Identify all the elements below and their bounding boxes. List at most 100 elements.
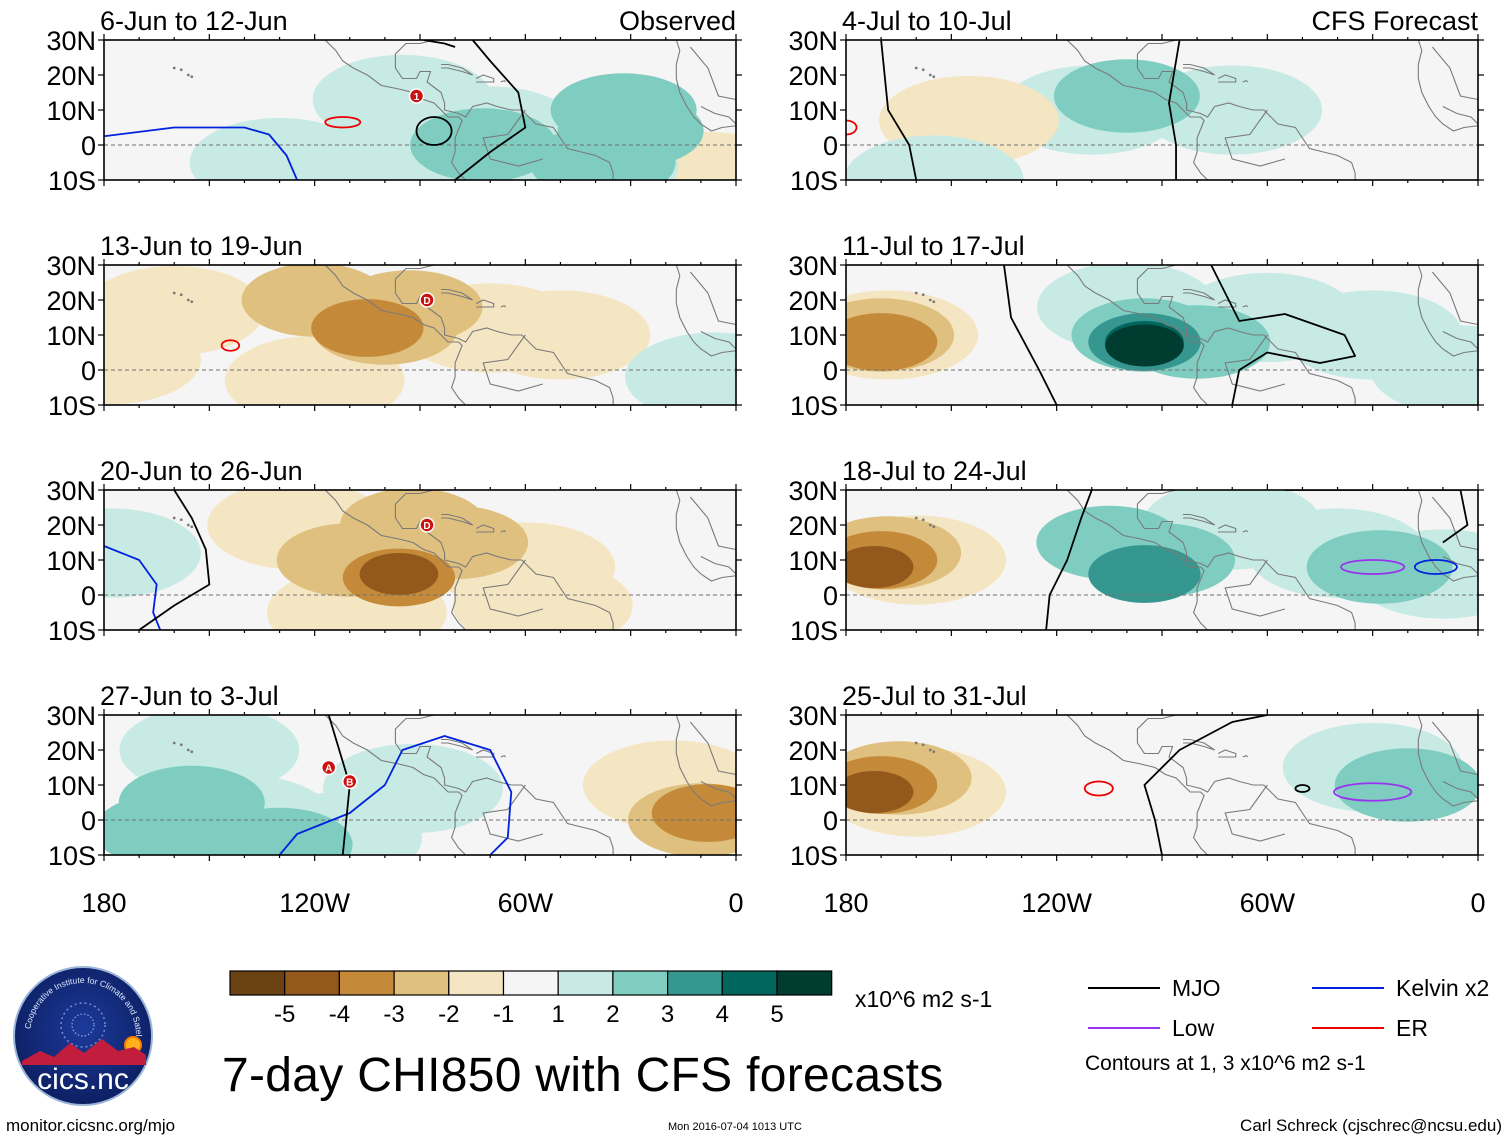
island bbox=[190, 300, 194, 304]
coastline bbox=[475, 299, 495, 308]
coastline bbox=[1242, 304, 1249, 308]
coastline bbox=[1431, 496, 1478, 551]
panel-period: 6-Jun to 12-Jun bbox=[100, 6, 288, 36]
anomaly-region bbox=[323, 743, 503, 834]
er-contour bbox=[220, 339, 241, 352]
coastline bbox=[324, 40, 467, 180]
anomaly-region bbox=[1306, 530, 1453, 604]
coastline bbox=[1431, 271, 1478, 326]
island bbox=[172, 516, 176, 520]
contours bbox=[1045, 490, 1469, 630]
island bbox=[932, 525, 936, 529]
lat-tick-label: 10N bbox=[788, 96, 838, 126]
coastline bbox=[1417, 715, 1478, 807]
anomaly-field bbox=[104, 715, 736, 855]
coastlines bbox=[172, 265, 736, 405]
colorbar-tick-label: 5 bbox=[770, 1001, 783, 1028]
lon-tick-label: 60W bbox=[1240, 888, 1296, 918]
island bbox=[932, 75, 936, 79]
legend-mjo: MJO bbox=[1088, 975, 1221, 1001]
mjo-contour bbox=[415, 116, 453, 146]
island bbox=[186, 748, 190, 752]
contour-note: Contours at 1, 3 x10^6 m2 s-1 bbox=[1085, 1052, 1366, 1075]
coastline bbox=[675, 40, 736, 132]
island bbox=[932, 750, 936, 754]
panel-ticks bbox=[98, 34, 742, 186]
colorbar-tick-label: -1 bbox=[493, 1001, 514, 1028]
lon-tick-label: 180 bbox=[823, 888, 868, 918]
lat-tick-label: 30N bbox=[46, 476, 96, 506]
contours bbox=[1003, 265, 1357, 405]
panel-period: 18-Jul to 24-Jul bbox=[842, 456, 1027, 486]
lat-tick-label: 10N bbox=[788, 546, 838, 576]
coastline bbox=[441, 288, 473, 301]
contours bbox=[104, 490, 211, 630]
panel-period: 20-Jun to 26-Jun bbox=[100, 456, 303, 486]
mjo-contour bbox=[138, 490, 211, 630]
island bbox=[914, 66, 918, 70]
mjo-contour bbox=[1210, 265, 1357, 405]
colorbar-tick-label: 1 bbox=[552, 1001, 565, 1028]
colorbar-tick-label: -5 bbox=[274, 1001, 295, 1028]
legend-low: Low bbox=[1088, 1015, 1215, 1041]
coastline bbox=[394, 715, 614, 855]
coastline bbox=[1242, 529, 1249, 533]
island bbox=[921, 518, 925, 522]
coastline bbox=[1136, 40, 1356, 180]
coastline bbox=[689, 721, 736, 776]
island bbox=[190, 75, 194, 79]
coastline bbox=[1442, 106, 1478, 125]
panel-ticks bbox=[840, 259, 1484, 411]
island bbox=[179, 68, 183, 72]
coastline bbox=[675, 490, 736, 582]
mjo-contour bbox=[327, 715, 351, 855]
colorbar-swatch bbox=[721, 970, 778, 996]
panel-period: 4-Jul to 10-Jul bbox=[842, 6, 1012, 36]
coastline bbox=[394, 265, 614, 405]
lat-tick-label: 30N bbox=[788, 476, 838, 506]
coastline bbox=[500, 529, 507, 533]
lat-tick-label: 20N bbox=[46, 511, 96, 541]
island bbox=[186, 73, 190, 77]
coastline bbox=[1224, 559, 1286, 617]
lat-tick-label: 30N bbox=[46, 701, 96, 731]
coastline bbox=[1417, 265, 1478, 357]
colorbar-tick-label: 3 bbox=[661, 1001, 674, 1028]
colorbar-swatch bbox=[284, 970, 341, 996]
storm-marker-dot bbox=[342, 773, 358, 790]
coastline bbox=[394, 490, 614, 630]
lon-tick-label: 0 bbox=[1470, 888, 1485, 918]
island bbox=[921, 743, 925, 747]
lat-tick-label: 30N bbox=[788, 701, 838, 731]
island bbox=[186, 298, 190, 302]
anomaly-region bbox=[470, 290, 651, 380]
coastline bbox=[675, 715, 736, 807]
cics-logo-graphic: Cooperative Institute for Climate and Sa… bbox=[10, 957, 153, 1106]
coastline bbox=[394, 40, 614, 180]
mjo-contour bbox=[1045, 490, 1093, 630]
lon-tick-label: 120W bbox=[1021, 888, 1092, 918]
storm-marker: A bbox=[320, 759, 337, 776]
coastline bbox=[1224, 109, 1286, 167]
anomaly-region bbox=[359, 553, 439, 595]
lat-tick-label: 20N bbox=[46, 286, 96, 316]
logo-label: cics.nc bbox=[37, 1063, 129, 1096]
coastline bbox=[1442, 781, 1478, 800]
coastline bbox=[1224, 784, 1286, 842]
contours bbox=[1083, 715, 1413, 855]
island bbox=[179, 743, 183, 747]
panel-tag: CFS Forecast bbox=[1311, 6, 1478, 36]
storm-marker-label: D bbox=[423, 296, 430, 307]
er-contour bbox=[324, 116, 362, 129]
coastline bbox=[700, 331, 736, 350]
storm-marker-dot bbox=[408, 88, 425, 104]
island bbox=[179, 293, 183, 297]
coastline bbox=[1217, 299, 1237, 308]
colorbar-swatch bbox=[229, 970, 286, 996]
colorbar-tick-label: -4 bbox=[329, 1001, 350, 1028]
island bbox=[172, 291, 176, 295]
lat-tick-label: 10N bbox=[46, 771, 96, 801]
coastline bbox=[1242, 79, 1249, 83]
island bbox=[928, 73, 932, 77]
panel-8: 30N 20N 10N 0 10S 25-Jul to 31-Jul bbox=[788, 681, 1484, 871]
